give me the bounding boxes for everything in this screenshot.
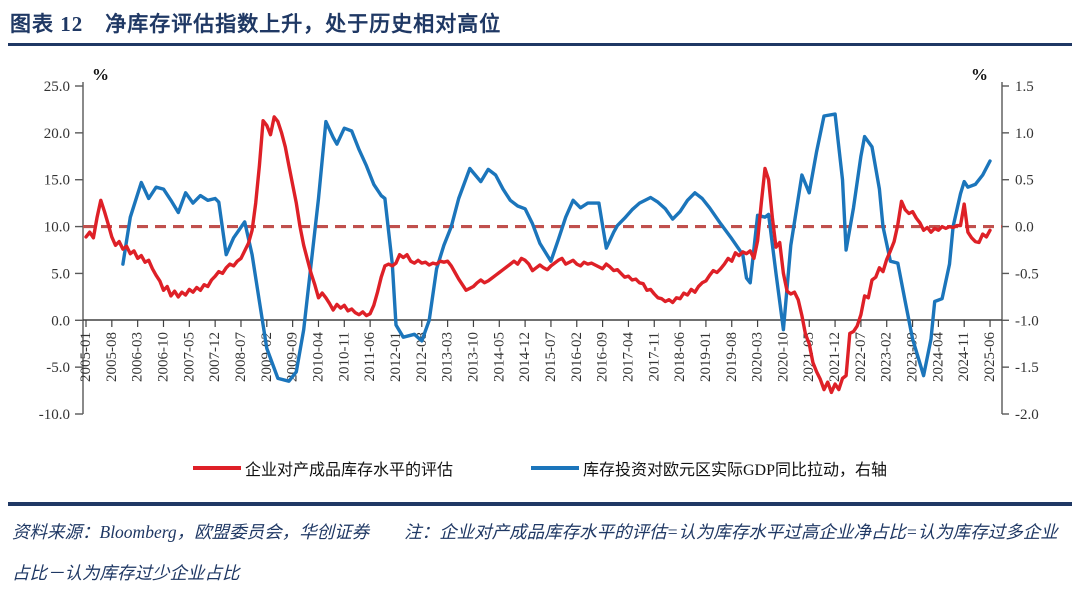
- legend-label: 库存投资对欧元区实际GDP同比拉动，右轴: [583, 462, 888, 479]
- x-axis-tick-label: 2025-06: [982, 332, 998, 382]
- x-axis-tick-label: 2005-08: [104, 332, 120, 382]
- x-axis-tick-label: 2006-03: [130, 332, 146, 382]
- legend-line-swatch: [531, 466, 579, 470]
- page-title: 图表 12 净库存评估指数上升，处于历史相对高位: [10, 12, 502, 36]
- x-axis-tick-label: 2006-10: [155, 332, 171, 382]
- x-axis-tick-label: 2008-07: [233, 332, 249, 382]
- x-axis-tick-label: 2021-05: [801, 332, 817, 382]
- axis-tick-label: 10.0: [44, 220, 70, 236]
- axis-tick-label: 5.0: [51, 266, 70, 282]
- axis-tick-label: 1.5: [1015, 79, 1034, 95]
- x-axis-tick-label: 2020-03: [750, 332, 766, 382]
- x-axis-tick-label: 2016-09: [595, 332, 611, 382]
- x-axis-tick-label: 2015-07: [543, 332, 559, 382]
- axis-tick-label: 0.5: [1015, 173, 1034, 189]
- chart-legend: 企业对产成品库存水平的评估 库存投资对欧元区实际GDP同比拉动，右轴: [0, 456, 1080, 480]
- axis-tick-label: -1.5: [1015, 360, 1039, 376]
- x-axis-tick-label: 2024-04: [930, 332, 946, 382]
- blue-series-line: [121, 112, 992, 383]
- x-axis-tick-label: 2013-10: [465, 332, 481, 382]
- chart-area: 25.0 20.0 15.0 10.0 5.0 0.0 -5.0 -10.0 1.5 1.0 0.5…: [39, 65, 1039, 423]
- axis-tick-label: -2.0: [1015, 407, 1039, 423]
- x-axis-tick-label: 2019-08: [724, 332, 740, 382]
- x-axis-tick-label: 2007-05: [181, 332, 197, 382]
- legend-label: 企业对产成品库存水平的评估: [244, 462, 453, 479]
- axis-tick-label: 25.0: [44, 79, 70, 95]
- axis-tick-label: 0.0: [51, 313, 70, 329]
- footer-divider: [8, 502, 1072, 506]
- source-note: 资料来源：Bloomberg，欧盟委员会，华创证券 注：企业对产成品库存水平的评…: [12, 522, 1058, 583]
- x-axis-tick-label: 2011-06: [362, 332, 378, 382]
- x-axis-tick-label: 2013-03: [440, 332, 456, 382]
- x-axis-tick-label: 2014-12: [517, 332, 533, 382]
- red-series-line: [84, 115, 992, 395]
- x-axis-tick-label: 2009-02: [259, 332, 275, 382]
- x-axis-tick-label: 2005-01: [78, 332, 94, 382]
- x-axis-tick-label: 2016-02: [569, 332, 585, 382]
- x-axis-tick-label: 2017-04: [620, 332, 636, 382]
- axis-tick-label: 20.0: [44, 126, 70, 142]
- chart-svg: 25.0 20.0 15.0 10.0 5.0 0.0 -5.0 -10.0 1.5 1.0 0.5…: [39, 65, 1039, 423]
- x-axis-tick-label: 2020-10: [775, 332, 791, 382]
- axis-tick-label: 15.0: [44, 173, 70, 189]
- x-axis-tick-label: 2012-01: [388, 332, 404, 382]
- x-axis-tick-label: 2023-09: [905, 332, 921, 382]
- axis-tick-label: 0.0: [1015, 220, 1034, 236]
- x-axis-tick-label: 2010-11: [336, 332, 352, 381]
- legend-line-swatch: [192, 466, 241, 470]
- axis-tick-label: -5.0: [46, 360, 70, 376]
- axis-tick-label: -10.0: [39, 407, 70, 423]
- legend-item-0: 企业对产成品库存水平的评估: [192, 456, 453, 480]
- x-axis-tick-label: 2023-02: [879, 332, 895, 382]
- x-axis-tick-label: 2012-08: [414, 332, 430, 382]
- right-axis-unit-label: %: [971, 65, 988, 84]
- axis-tick-label: -1.0: [1015, 313, 1039, 329]
- axis-tick-label: 1.0: [1015, 126, 1034, 142]
- x-axis-tick-label: 2017-11: [646, 332, 662, 381]
- x-axis-tick-label: 2022-07: [853, 332, 869, 382]
- left-axis-unit-label: %: [92, 65, 109, 84]
- x-axis-tick-label: 2018-06: [672, 332, 688, 382]
- x-axis-tick-label: 2010-04: [310, 332, 326, 382]
- x-axis-tick-label: 2007-12: [207, 332, 223, 382]
- x-axis-tick-label: 2024-11: [956, 332, 972, 381]
- x-axis-tick-label: 2019-01: [698, 332, 714, 382]
- x-axis-tick-label: 2021-12: [827, 332, 843, 382]
- x-axis-tick-label: 2014-05: [491, 332, 507, 382]
- axis-tick-label: -0.5: [1015, 266, 1039, 282]
- title-divider: [8, 43, 1072, 46]
- legend-item-1: 库存投资对欧元区实际GDP同比拉动，右轴: [531, 456, 887, 480]
